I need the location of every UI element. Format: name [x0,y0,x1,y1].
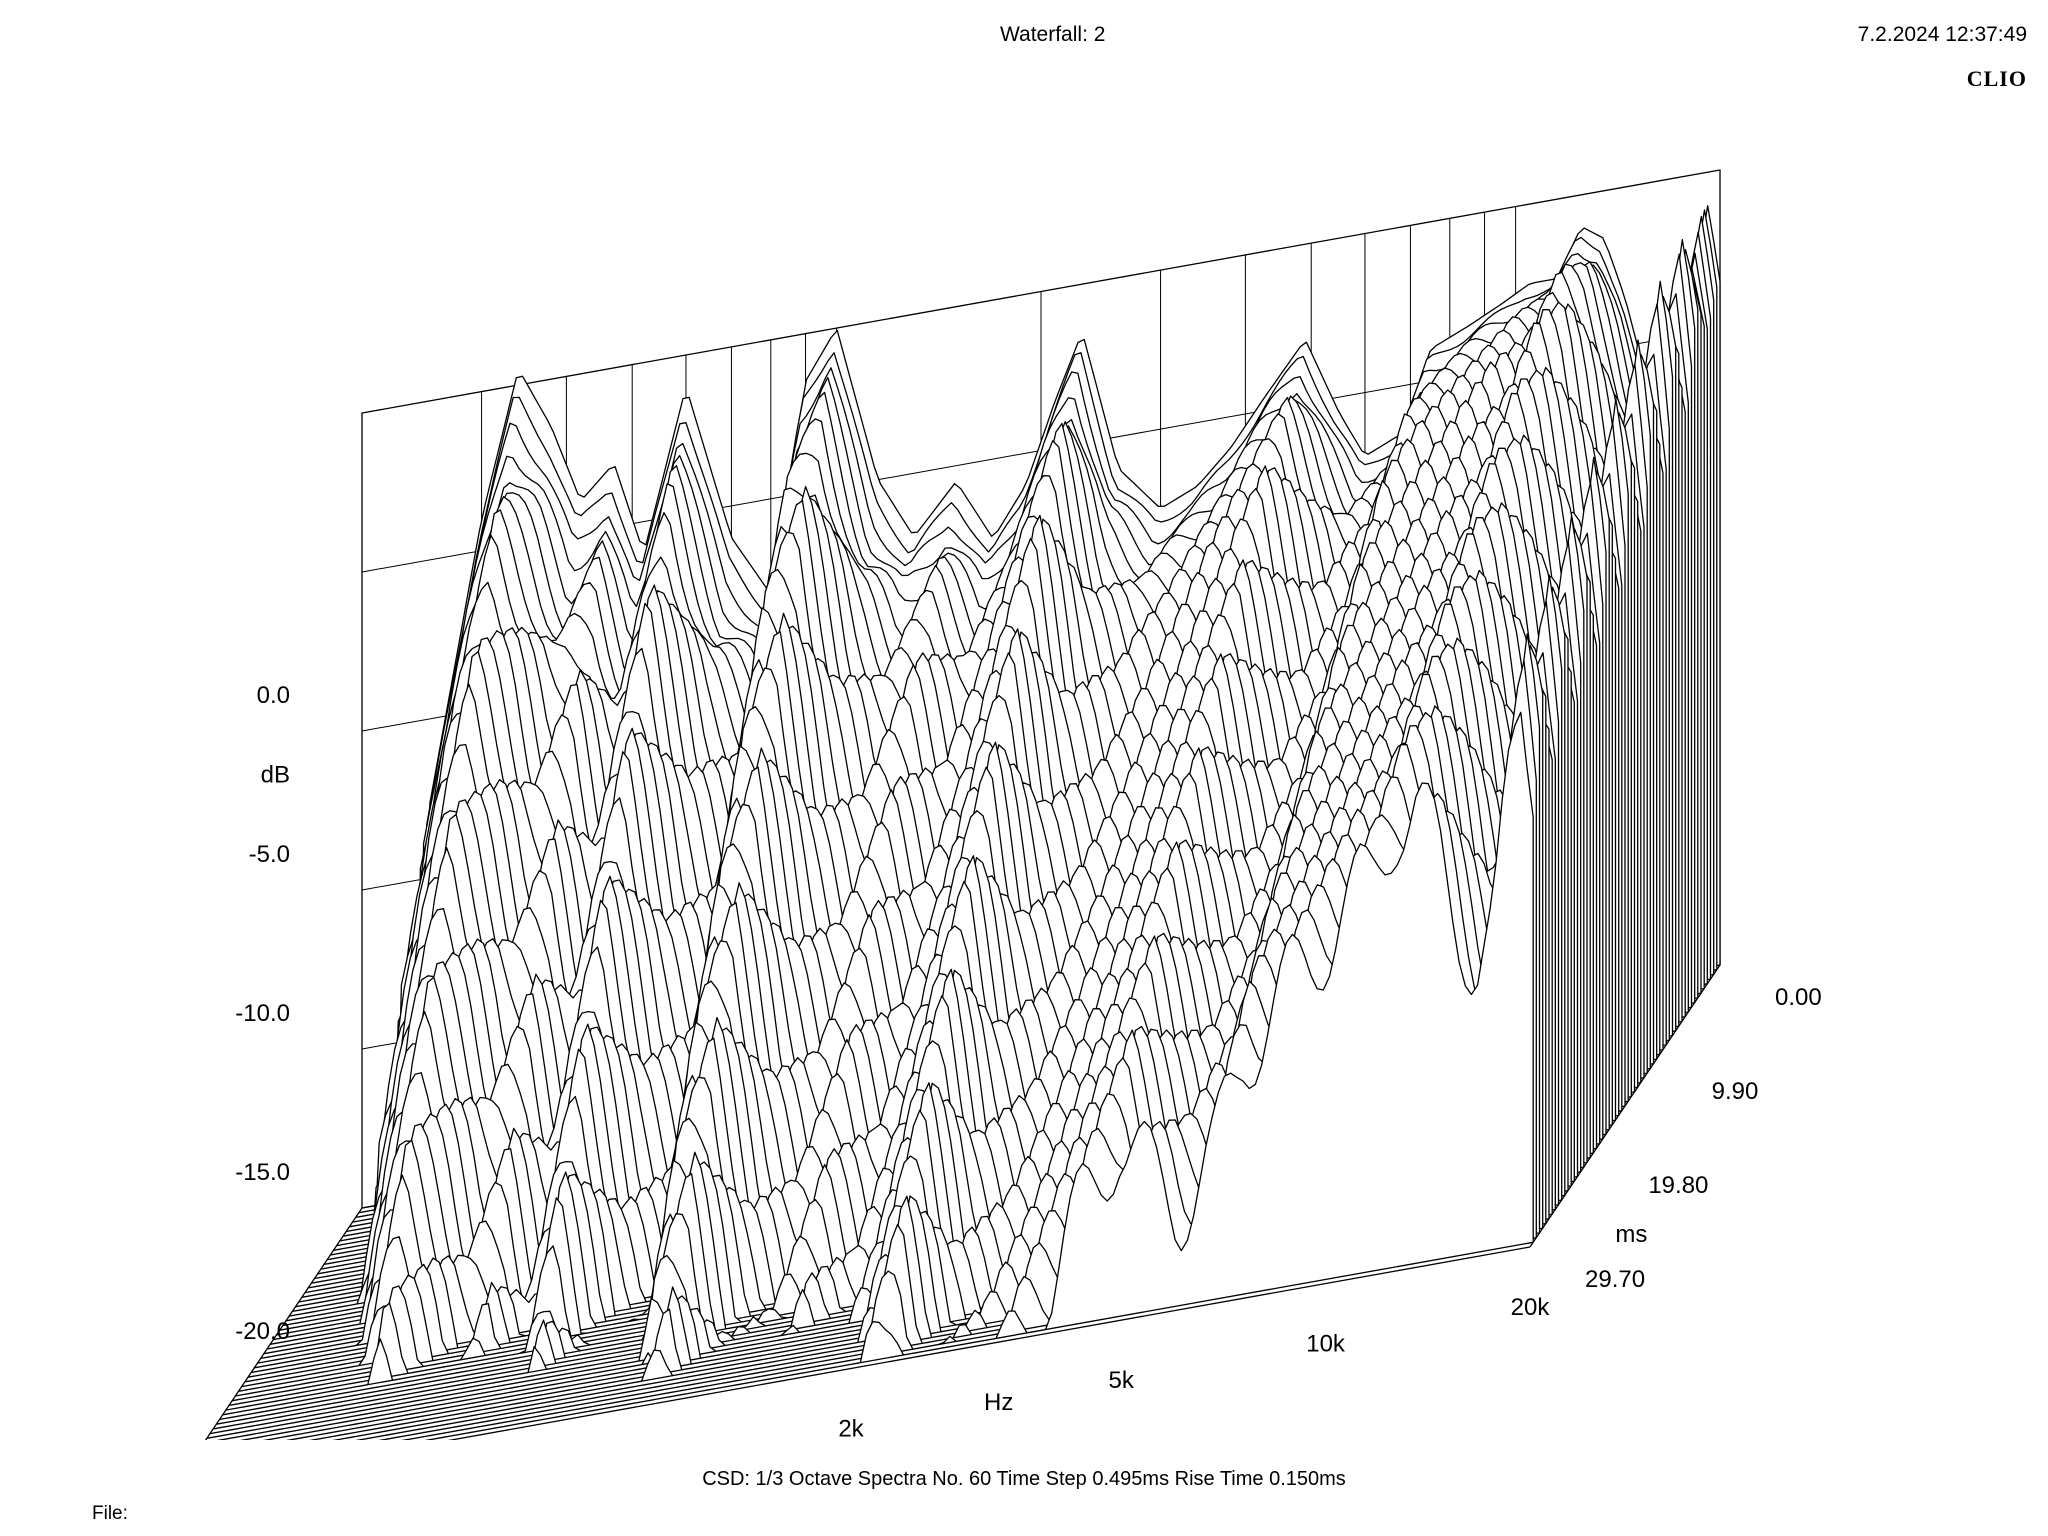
spectrum-slice [424,711,1534,1440]
spectra-curves [206,205,1721,1440]
z-axis-label: ms [1615,1221,1647,1248]
timestamp: 7.2.2024 12:37:49 [1857,23,2027,46]
z-tick-label: 19.80 [1648,1172,1708,1199]
x-tick-label: 2k [838,1416,864,1441]
y-axis-label: dB [261,762,290,789]
x-tick-label: 5k [1109,1367,1135,1394]
file-label: File: [92,1503,128,1524]
z-tick-label: 0.00 [1775,984,1822,1011]
x-tick-label: 20k [1511,1294,1551,1321]
axis-labels: 0.0-5.0-10.0-15.0-20.0-25.0dB2005001k2k5… [235,682,1822,1441]
z-tick-label: 9.90 [1712,1078,1759,1105]
x-axis-label: Hz [984,1389,1013,1416]
y-tick-label: 0.0 [257,682,290,709]
y-tick-label: -10.0 [235,1000,290,1027]
y-tick-label: -20.0 [235,1318,290,1345]
floor-front-edge [447,1246,1531,1440]
waterfall-plot: 0.0-5.0-10.0-15.0-20.0-25.0dB2005001k2k5… [204,169,1822,1441]
z-tick-label: 29.70 [1585,1266,1645,1293]
y-tick-label: -5.0 [249,841,290,868]
brand-logo: CLIO [1966,66,2027,91]
x-tick-label: 10k [1306,1331,1346,1358]
measurement-info: CSD: 1/3 Octave Spectra No. 60 Time Step… [702,1468,1346,1490]
y-tick-label: -15.0 [235,1159,290,1186]
chart-title: Waterfall: 2 [1000,23,1106,46]
